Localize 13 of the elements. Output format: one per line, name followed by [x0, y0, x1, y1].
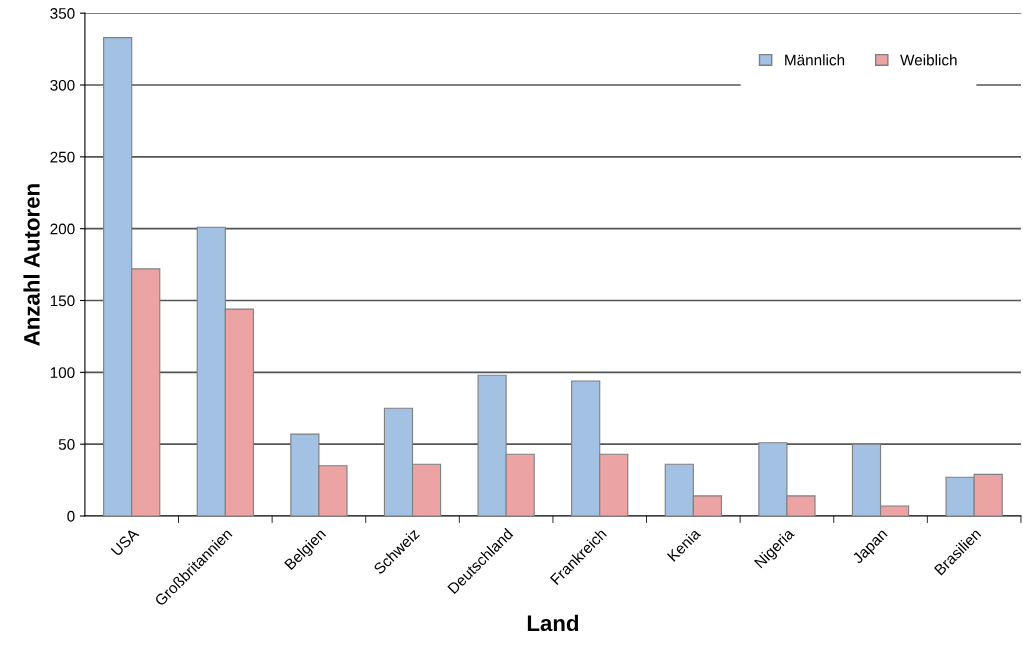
y-tick-label: 100: [50, 367, 75, 379]
y-tick-label: 0: [67, 510, 75, 522]
y-axis-title: Anzahl Autoren: [23, 184, 40, 346]
y-tick-label: 150: [50, 295, 75, 307]
y-tick-label: 250: [50, 151, 75, 163]
y-tick-label: 200: [50, 223, 75, 235]
x-tick-label: USA: [110, 527, 140, 557]
legend-label: Weiblich: [900, 54, 957, 66]
y-tick-label: 300: [50, 79, 75, 91]
legend-label: Männlich: [785, 54, 845, 66]
x-axis-title: Land: [527, 614, 579, 632]
y-tick-label: 50: [58, 439, 75, 450]
y-tick-label: 350: [50, 8, 75, 19]
